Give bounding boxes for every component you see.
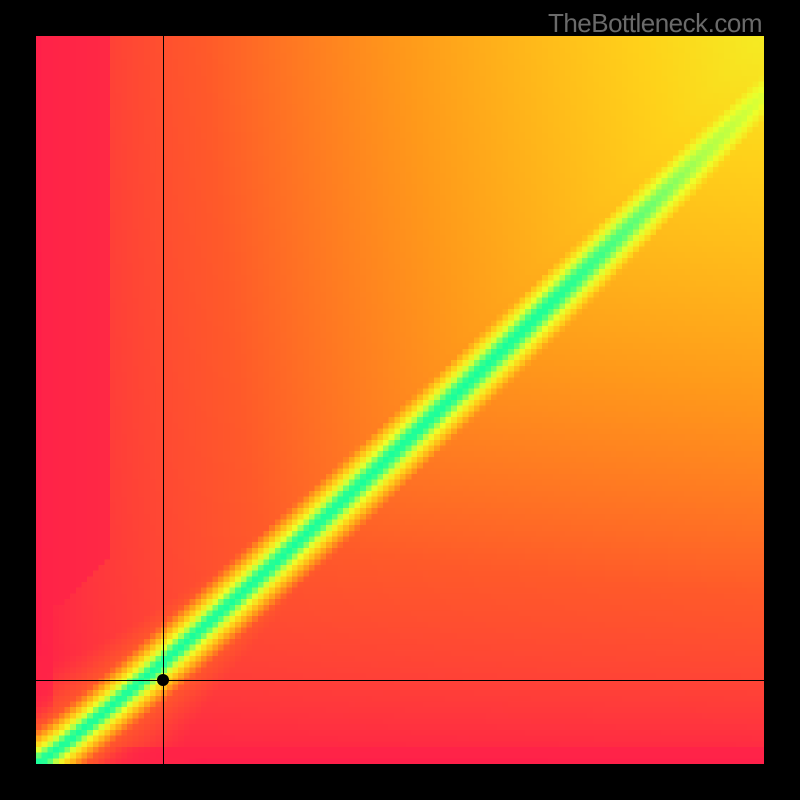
crosshair-horizontal bbox=[36, 680, 764, 681]
heatmap-plot bbox=[36, 36, 764, 764]
watermark-text: TheBottleneck.com bbox=[548, 8, 762, 39]
crosshair-marker-dot bbox=[157, 674, 169, 686]
heatmap-canvas bbox=[36, 36, 764, 764]
crosshair-vertical bbox=[163, 36, 164, 764]
